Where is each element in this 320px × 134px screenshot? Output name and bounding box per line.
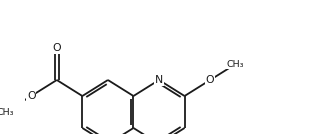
Text: CH₃: CH₃ xyxy=(0,107,14,116)
Text: CH₃: CH₃ xyxy=(227,59,244,68)
Text: N: N xyxy=(155,75,163,85)
Text: O: O xyxy=(206,75,214,85)
Text: O: O xyxy=(27,91,36,101)
Text: O: O xyxy=(52,43,61,53)
